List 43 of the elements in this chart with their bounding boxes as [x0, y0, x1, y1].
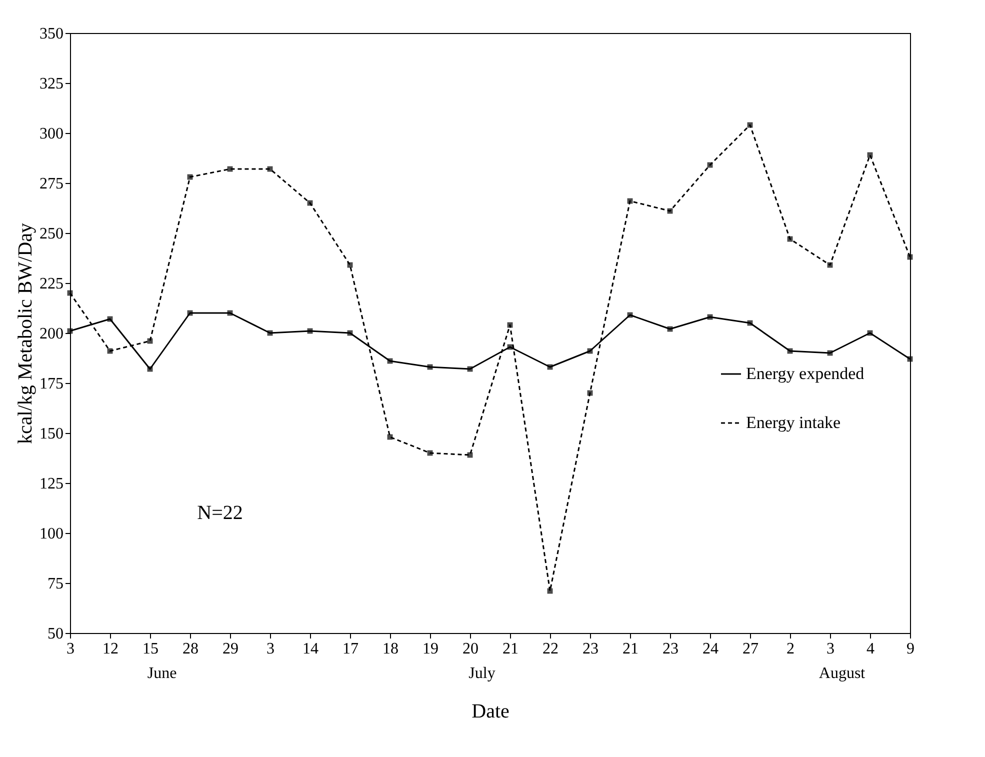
x-tick-label: 3 — [66, 640, 74, 658]
y-tick-label: 200 — [40, 326, 64, 342]
x-tick-label: 3 — [266, 640, 274, 658]
legend-label: Energy expended — [746, 364, 865, 383]
x-tick-label: 2 — [786, 640, 794, 658]
x-tick-label: 27 — [742, 640, 758, 658]
x-tick-label: 21 — [622, 640, 638, 658]
x-tick-label: 15 — [142, 640, 158, 658]
x-tick-label: 28 — [182, 640, 198, 658]
y-tick-label: 175 — [40, 376, 64, 392]
y-tick-label: 100 — [40, 526, 64, 542]
y-tick-label: 300 — [40, 126, 64, 142]
y-tick-label: 150 — [40, 426, 64, 442]
y-tick-label: 225 — [40, 276, 64, 292]
y-tick-label: 125 — [40, 476, 64, 492]
x-tick-label: 22 — [542, 640, 558, 658]
x-tick-label: 18 — [382, 640, 398, 658]
y-tick-label: 325 — [40, 76, 64, 92]
text: June — [147, 665, 177, 682]
annotation: N=22 — [197, 502, 243, 524]
y-axis-title: kcal/kg Metabolic BW/Day — [14, 222, 36, 444]
text: August — [818, 665, 866, 682]
text: July — [468, 665, 496, 682]
x-tick-label: 21 — [502, 640, 518, 658]
y-tick-label: 75 — [48, 576, 64, 592]
x-tick-label: 9 — [906, 640, 914, 658]
x-tick-label: 23 — [582, 640, 598, 658]
x-tick-label: 19 — [422, 640, 438, 658]
y-tick-label: 275 — [40, 176, 64, 192]
x-tick-label: 23 — [662, 640, 678, 658]
x-tick-label: 29 — [222, 640, 238, 658]
x-tick-label: 20 — [462, 640, 478, 658]
x-tick-label: 3 — [826, 640, 834, 658]
y-tick-label: 250 — [40, 226, 64, 242]
x-tick-label: 4 — [866, 640, 874, 658]
y-tick-label: 50 — [48, 626, 64, 642]
y-tick-label: 350 — [40, 26, 64, 42]
x-tick-label: 14 — [302, 640, 318, 658]
x-tick-label: 24 — [702, 640, 718, 658]
legend-label: Energy intake — [746, 413, 841, 432]
x-tick-label: 12 — [102, 640, 118, 658]
x-tick-label: 17 — [342, 640, 358, 658]
x-axis-title: Date — [472, 700, 510, 722]
